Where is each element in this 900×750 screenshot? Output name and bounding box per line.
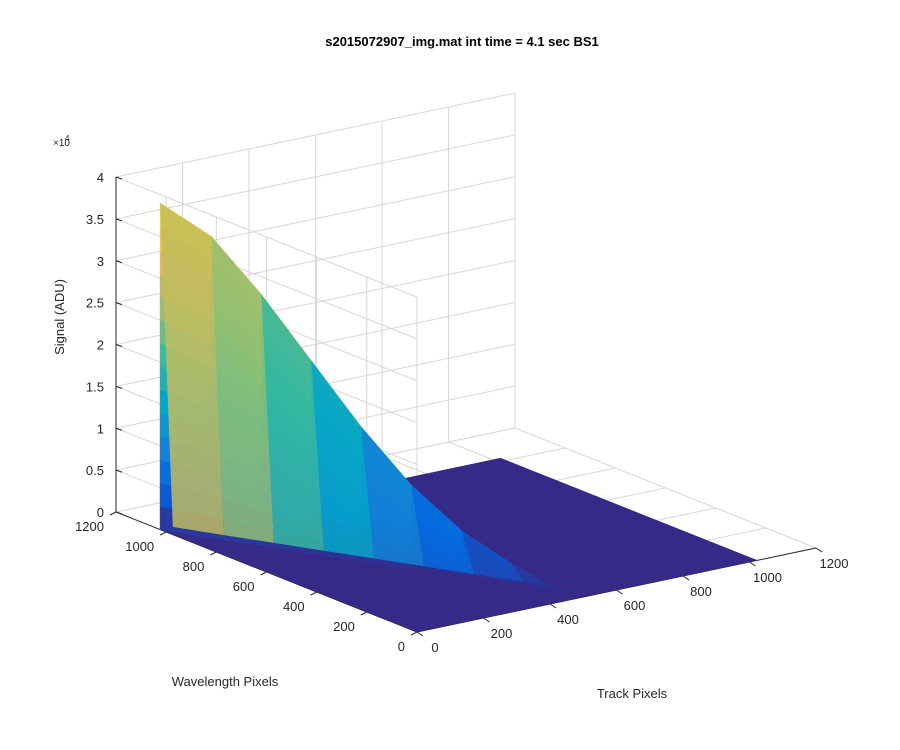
z-tick-label: 0.5 [86,463,104,478]
z-tick-mark [115,218,123,222]
x-tick-label: 1000 [753,570,782,585]
z-tick-mark [115,385,123,389]
y-tick-label: 600 [233,579,255,594]
y-tick-label: 200 [333,619,355,634]
z-tick-label: 2 [97,338,104,353]
z-axis-title: Signal (ADU) [52,279,67,355]
z-multiplier: ×10 4 [53,134,70,149]
y-tick-label: 800 [183,559,205,574]
surface-slope-patch [261,294,324,551]
y-tick-label: 400 [283,599,305,614]
back-wall-grid-line-z [115,134,516,220]
z-tick-mark [115,302,123,306]
y-tick-mark [310,591,317,596]
x-tick-mark [549,603,557,609]
y-tick-mark [410,631,418,636]
x-tick-mark [815,547,823,553]
z-tick-label: 3 [97,254,104,269]
x-tick-label: 0 [431,640,438,655]
y-tick-label: 1200 [75,519,104,534]
x-tick-label: 400 [557,612,579,627]
y-tick-mark [360,611,368,616]
x-tick-mark [616,589,623,595]
surface-slope-patch [461,530,525,582]
y-tick-label: 1000 [125,539,154,554]
y-tick-mark [260,571,267,576]
z-tick-label: 2.5 [86,296,104,311]
z-tick-label: 1 [97,421,104,436]
left-wall-grid-line-z [115,176,418,298]
x-tick-label: 1200 [820,556,849,571]
y-tick-mark [210,551,217,556]
surface-slope-patch [361,427,424,567]
tick-labels: 0200400600800100012000200400600800100012… [75,170,848,655]
x-tick-mark [682,575,690,581]
z-tick-label: 0 [97,505,104,520]
z-multiplier-exponent: 4 [65,134,70,143]
surface-slope-patch [511,563,558,588]
surface-slope-patch [211,236,274,543]
y-tick-label: 0 [398,639,405,654]
x-tick-mark [483,617,490,623]
z-tick-mark [115,511,123,515]
x-axis-title: Track Pixels [597,686,668,701]
y-tick-mark [159,531,167,536]
z-tick-mark [115,469,123,473]
z-tick-label: 4 [97,170,104,185]
z-tick-label: 3.5 [86,212,104,227]
signal-surface [159,202,589,595]
surface-slope-patch [160,203,224,536]
chart-title: s2015072907_img.mat int time = 4.1 sec B… [325,34,599,49]
y-tick-mark [109,511,117,516]
x-tick-mark [416,631,424,637]
surface-slope-patch [544,583,589,594]
x-tick-label: 600 [624,598,646,613]
y-axis-title: Wavelength Pixels [172,674,279,689]
x-tick-label: 200 [491,626,513,641]
z-tick-mark [115,260,123,264]
surface-slope-patch [311,360,374,559]
z-tick-mark [115,427,123,431]
z-tick-mark [115,344,123,347]
back-wall-grid-line-z [115,92,516,178]
x-tick-label: 800 [690,584,712,599]
z-tick-label: 1.5 [86,379,104,394]
x-tick-mark [749,561,756,567]
z-multiplier-base: ×10 [53,138,70,149]
z-tick-mark [115,176,123,180]
surface-slope-patch [411,485,475,575]
